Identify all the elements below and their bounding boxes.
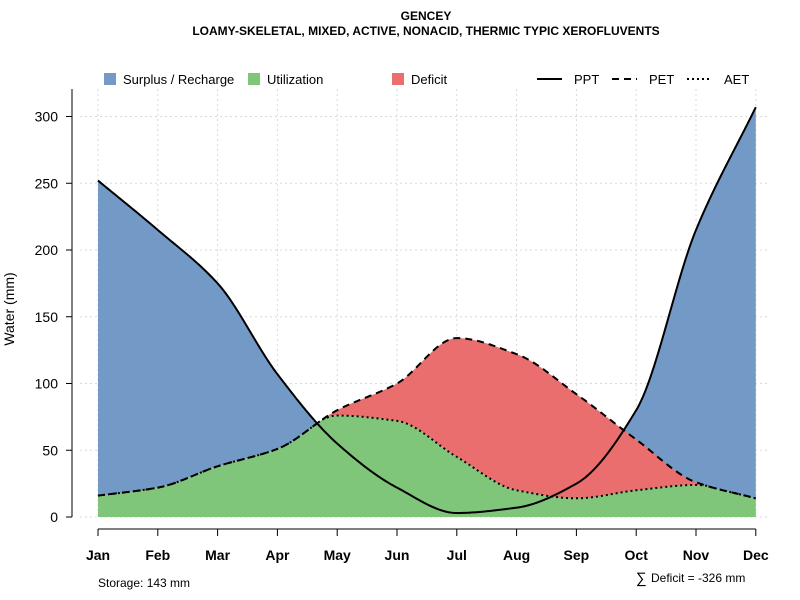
deficit-annotation: Deficit = -326 mm	[651, 571, 745, 585]
y-tick-label: 150	[35, 309, 59, 325]
series-line-aet	[97, 414, 757, 500]
chart-title: GENCEY	[401, 9, 452, 23]
x-tick-label-sep: Sep	[564, 547, 590, 563]
area-fills	[98, 107, 756, 517]
legend-swatch-utilization	[248, 73, 260, 85]
deficit-area	[98, 338, 756, 499]
y-axis-label: Water (mm)	[1, 272, 17, 345]
legend: Surplus / Recharge Utilization Deficit P…	[104, 72, 749, 87]
surplus-area	[98, 107, 756, 499]
x-tick-label-jun: Jun	[385, 547, 410, 563]
y-tick-label: 100	[35, 376, 59, 392]
x-tick-label-jan: Jan	[86, 547, 110, 563]
legend-swatch-deficit	[392, 73, 404, 85]
x-tick-label-apr: Apr	[265, 547, 290, 563]
y-tick-label: 200	[35, 242, 59, 258]
y-tick-label: 0	[50, 509, 58, 525]
legend-label-utilization: Utilization	[267, 72, 323, 87]
x-tick-label-dec: Dec	[743, 547, 769, 563]
legend-label-aet: AET	[724, 72, 749, 87]
series-line-pet	[97, 337, 757, 500]
x-tick-label-jul: Jul	[447, 547, 467, 563]
x-tick-label-nov: Nov	[683, 547, 710, 563]
x-tick-label-may: May	[324, 547, 351, 563]
utilization-area	[98, 415, 756, 517]
legend-swatch-surplus	[104, 73, 116, 85]
y-tick-label: 300	[35, 109, 59, 125]
sum-symbol: ∑	[636, 570, 647, 587]
y-tick-label: 50	[42, 442, 58, 458]
axes: 0 50 100 150 200 250 300 Jan Feb Mar Apr May Jun Jul A…	[35, 89, 769, 563]
series-lines	[97, 106, 757, 515]
legend-label-pet: PET	[649, 72, 674, 87]
x-tick-label-aug: Aug	[503, 547, 530, 563]
storage-annotation: Storage: 143 mm	[98, 576, 190, 590]
legend-label-surplus: Surplus / Recharge	[123, 72, 234, 87]
legend-label-ppt: PPT	[574, 72, 599, 87]
x-tick-label-oct: Oct	[625, 547, 649, 563]
x-tick-label-feb: Feb	[145, 547, 170, 563]
chart-subtitle: LOAMY-SKELETAL, MIXED, ACTIVE, NONACID, …	[192, 24, 659, 38]
x-tick-label-mar: Mar	[205, 547, 230, 563]
series-line-ppt	[97, 106, 757, 515]
legend-label-deficit: Deficit	[411, 72, 448, 87]
y-tick-label: 250	[35, 175, 59, 191]
